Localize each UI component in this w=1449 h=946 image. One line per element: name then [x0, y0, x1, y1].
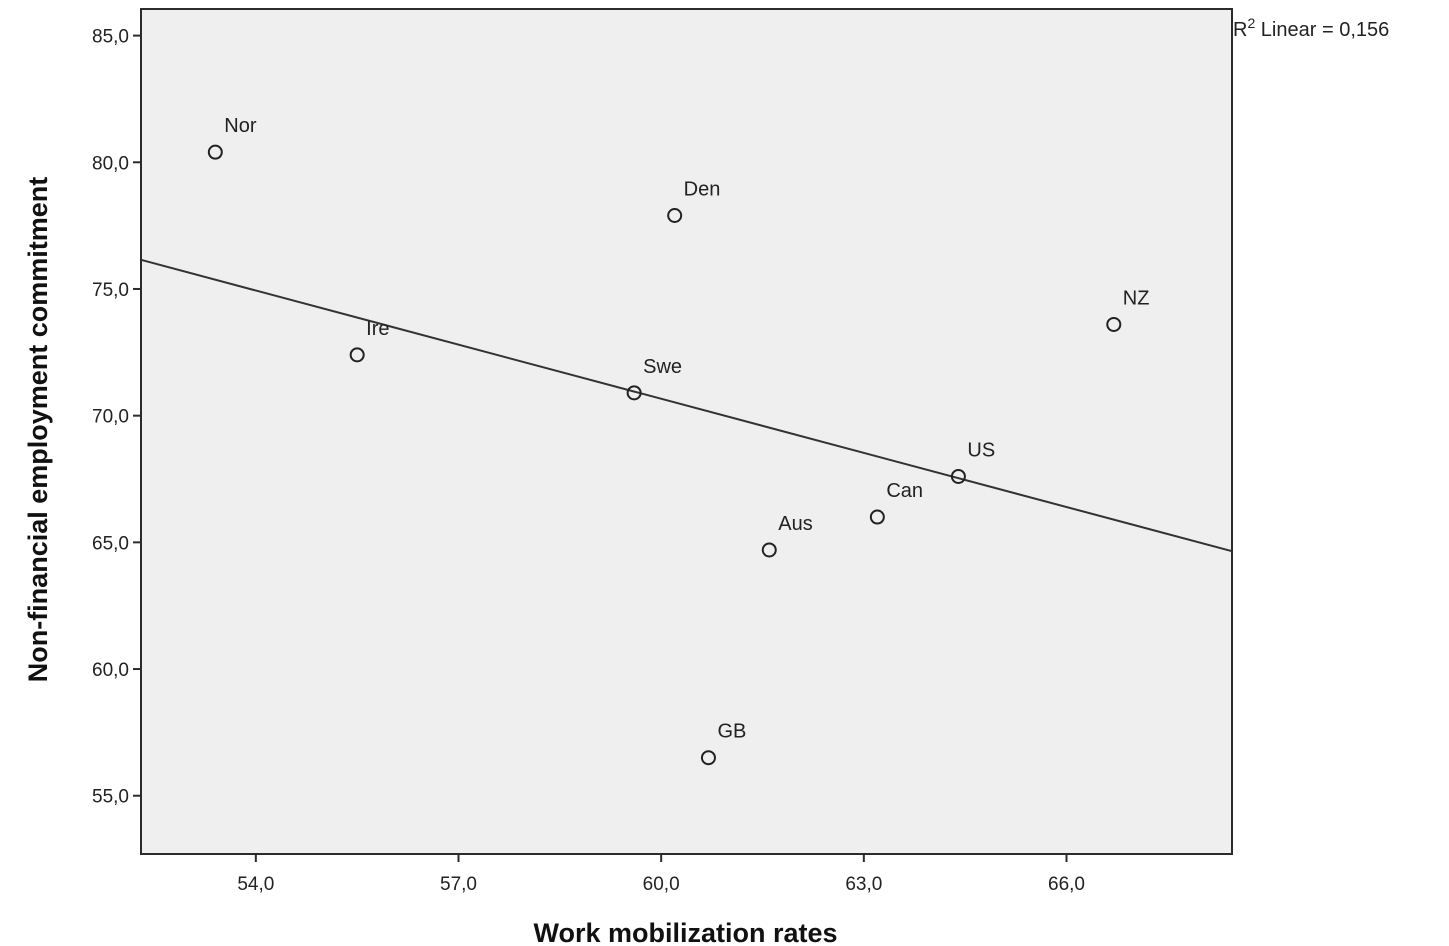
data-point	[1106, 316, 1122, 332]
point-label: GB	[717, 721, 746, 743]
point-label: US	[967, 439, 995, 461]
data-point	[950, 468, 966, 484]
y-tick-label: 60,0	[92, 660, 129, 681]
y-tick-label: 75,0	[92, 280, 129, 301]
point-label: Aus	[778, 513, 812, 535]
x-tick-label: 66,0	[1048, 874, 1085, 895]
points-layer	[207, 144, 1122, 766]
point-labels-layer: Nor Den NZ Ire Swe US Can Aus GB	[224, 115, 1149, 743]
x-axis: 54,0 57,0 60,0 63,0 66,0	[237, 854, 1085, 895]
r2-annotation: R2 Linear = 0,156	[1233, 15, 1389, 41]
y-axis: 55,0 60,0 65,0 70,0 75,0 80,0 85,0	[92, 27, 141, 808]
point-label: Nor	[224, 115, 257, 137]
r2-superscript: 2	[1247, 15, 1255, 31]
data-point	[207, 144, 223, 160]
x-axis-title: Work mobilization rates	[533, 918, 837, 946]
y-tick-label: 85,0	[92, 27, 129, 48]
r2-prefix: R	[1233, 19, 1247, 41]
y-tick-label: 70,0	[92, 407, 129, 428]
y-tick-label: 80,0	[92, 153, 129, 174]
data-point	[667, 207, 683, 223]
y-tick-label: 55,0	[92, 787, 129, 808]
data-point	[761, 542, 777, 558]
point-label: Can	[886, 480, 923, 502]
x-tick-label: 63,0	[845, 874, 882, 895]
r2-value: Linear = 0,156	[1255, 19, 1389, 41]
point-label: NZ	[1123, 287, 1150, 309]
fit-line-layer	[140, 258, 1233, 553]
x-tick-label: 60,0	[643, 874, 680, 895]
data-point	[626, 385, 642, 401]
y-axis-title: Non-financial employment commitment	[23, 177, 53, 683]
y-tick-label: 65,0	[92, 533, 129, 554]
plot-area	[141, 9, 1232, 854]
x-tick-label: 54,0	[237, 874, 274, 895]
point-label: Swe	[643, 356, 682, 378]
point-label: Ire	[366, 318, 389, 340]
plot-frame	[140, 8, 1233, 855]
data-point	[869, 509, 885, 525]
data-point	[349, 347, 365, 363]
point-label: Den	[684, 178, 721, 200]
fit-line	[140, 258, 1233, 553]
x-tick-label: 57,0	[440, 874, 477, 895]
data-point	[700, 750, 716, 766]
